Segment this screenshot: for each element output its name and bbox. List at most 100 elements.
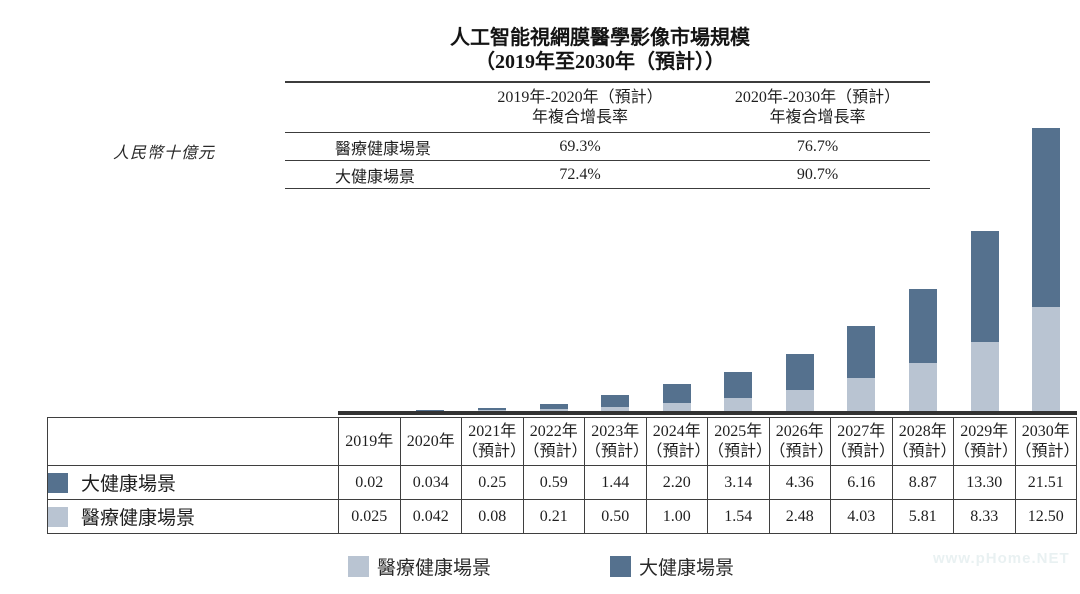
chart-title-line2: （2019年至2030年（預計）） xyxy=(475,51,725,73)
projected-label: （預計） xyxy=(523,442,588,460)
year-label: 2022年 xyxy=(529,422,578,440)
watermark: www.pHome.NET xyxy=(933,550,1070,567)
value-cell: 0.02 xyxy=(338,465,401,500)
projected-label: （預計） xyxy=(708,442,773,460)
projected-label: （預計） xyxy=(954,442,1019,460)
cagr-value: 69.3% xyxy=(559,137,601,155)
table-row: 大健康場景 0.02 0.034 0.25 0.59 1.44 2.20 3.14 4.36 6.… xyxy=(47,465,1077,500)
cagr-value: 90.7% xyxy=(796,165,839,183)
bar-plot xyxy=(338,120,1077,411)
cagr-header-period-2: 2020年-2030年（預計） 年複合增長率 xyxy=(705,88,930,128)
year-header-cell: 2025年 （預計） xyxy=(707,417,773,466)
legend-swatch-medical xyxy=(348,556,369,577)
bar-segment-醫療健康場景 xyxy=(909,362,937,411)
cagr-header-row: 2019年-2020年（預計） 年複合增長率 2020年-2030年（預計） 年… xyxy=(285,83,930,133)
cagr-value: 72.4% xyxy=(559,165,601,183)
projected-label: （預計） xyxy=(646,442,711,460)
bar-segment-醫療健康場景 xyxy=(477,410,506,411)
cagr-row-label: 醫療健康場景 xyxy=(335,140,432,158)
value-cell: 13.30 xyxy=(953,465,1016,500)
cagr-value: 76.7% xyxy=(796,137,839,155)
cagr-row-medical: 醫療健康場景 69.3% 76.7% xyxy=(285,133,930,160)
value-cell: 6.16 xyxy=(830,465,893,500)
cagr-row-label: 大健康場景 xyxy=(335,168,416,186)
bar-2029年（預計） xyxy=(970,231,999,411)
year-header-cell: 2023年 （預計） xyxy=(584,417,650,466)
x-axis-line xyxy=(338,411,1077,415)
projected-label: （預計） xyxy=(1015,442,1080,460)
value-cell: 0.59 xyxy=(522,465,585,500)
value-cell: 4.03 xyxy=(830,499,893,534)
bar-segment-大健康場景 xyxy=(662,384,691,403)
chart-title-line1: 人工智能視網膜醫學影像市場規模 xyxy=(450,27,750,49)
legend-label-medical: 醫療健康場景 xyxy=(377,558,492,579)
data-table-wrap: 2019年 2020年 2021年 （預計） 2022年 （預計） 2023年 （預計） 202… xyxy=(47,417,1080,534)
value-cell: 0.25 xyxy=(461,465,524,500)
value-cell: 0.025 xyxy=(338,499,401,534)
bar-segment-大健康場景 xyxy=(970,231,999,342)
year-header-cell: 2022年 （預計） xyxy=(522,417,588,466)
projected-label: （預計） xyxy=(462,442,527,460)
bar-segment-大健康場景 xyxy=(847,326,876,378)
series-swatch xyxy=(48,472,68,493)
cagr-period-1: 2019年-2020年（預計） xyxy=(497,88,663,106)
legend-swatch-bighealth xyxy=(610,556,631,577)
bar-segment-醫療健康場景 xyxy=(785,390,814,411)
year-header-row: 2019年 2020年 2021年 （預計） 2022年 （預計） 2023年 （預計） 202… xyxy=(47,417,1080,466)
bar-segment-醫療健康場景 xyxy=(847,377,876,411)
projected-label: （預計） xyxy=(769,442,834,460)
bar-segment-大健康場景 xyxy=(785,354,814,391)
bar-segment-大健康場景 xyxy=(909,288,937,363)
value-cell: 5.81 xyxy=(891,499,954,534)
bar-2022年（預計） xyxy=(539,404,568,411)
bar-segment-大健康場景 xyxy=(539,404,568,410)
bar-2024年（預計） xyxy=(662,384,691,411)
bar-segment-大健康場景 xyxy=(477,408,506,411)
year-label: 2020年 xyxy=(406,432,455,450)
projected-label: （預計） xyxy=(892,442,957,460)
year-header-cell: 2021年 （預計） xyxy=(461,417,527,466)
year-label: 2021年 xyxy=(468,422,517,440)
value-cell: 0.08 xyxy=(461,499,524,534)
value-cell: 2.20 xyxy=(645,465,708,500)
table-header-spacer xyxy=(47,417,339,466)
bar-2030年（預計） xyxy=(1032,128,1061,411)
value-cell: 8.33 xyxy=(953,499,1016,534)
year-label: 2025年 xyxy=(714,422,763,440)
value-cell: 0.50 xyxy=(584,499,647,534)
year-label: 2030年 xyxy=(1021,422,1070,440)
year-header-cell: 2026年 （預計） xyxy=(768,417,834,466)
row-label-cell: 醫療健康場景 xyxy=(47,499,339,534)
cagr-metric-1: 年複合增長率 xyxy=(531,108,628,126)
cagr-metric-2: 年複合增長率 xyxy=(769,108,866,126)
cagr-row-bighealth: 大健康場景 72.4% 90.7% xyxy=(285,160,930,189)
legend-item-medical: 醫療健康場景 xyxy=(348,553,491,580)
value-cell: 1.54 xyxy=(707,499,770,534)
series-swatch xyxy=(48,506,68,527)
legend-label-bighealth: 大健康場景 xyxy=(639,558,735,579)
year-label: 2028年 xyxy=(898,422,947,440)
value-cell: 1.00 xyxy=(645,499,708,534)
year-label: 2027年 xyxy=(837,422,886,440)
series-label: 醫療健康場景 xyxy=(81,508,196,529)
series-label: 大健康場景 xyxy=(81,474,177,495)
projected-label: （預計） xyxy=(585,442,650,460)
cagr-period-2: 2020年-2030年（預計） xyxy=(734,88,901,106)
projected-label: （預計） xyxy=(831,442,896,460)
value-cell: 0.21 xyxy=(522,499,585,534)
bar-segment-大健康場景 xyxy=(601,394,630,407)
value-cell: 8.87 xyxy=(891,465,954,500)
year-label: 2019年 xyxy=(345,432,394,450)
bar-2027年（預計） xyxy=(847,326,876,411)
bar-segment-醫療健康場景 xyxy=(662,402,691,411)
row-label-cell: 大健康場景 xyxy=(47,465,339,500)
value-cell: 21.51 xyxy=(1014,465,1077,500)
bar-segment-醫療健康場景 xyxy=(1032,307,1061,411)
year-label: 2023年 xyxy=(591,422,640,440)
cagr-table: 2019年-2020年（預計） 年複合增長率 2020年-2030年（預計） 年… xyxy=(285,81,930,189)
value-cell: 12.50 xyxy=(1014,499,1077,534)
data-table: 2019年 2020年 2021年 （預計） 2022年 （預計） 2023年 （預計） 202… xyxy=(47,417,1080,534)
bar-2028年（預計） xyxy=(909,288,937,411)
bar-segment-大健康場景 xyxy=(1032,128,1061,307)
legend-item-bighealth: 大健康場景 xyxy=(610,553,734,580)
